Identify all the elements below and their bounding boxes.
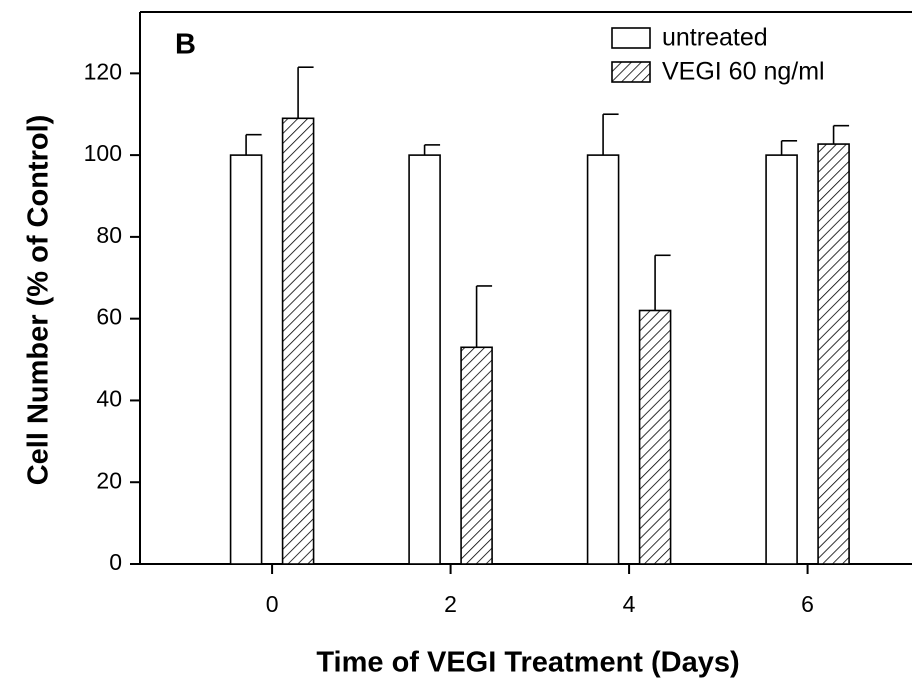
y-tick-label: 0 <box>109 549 122 575</box>
x-tick-label: 0 <box>266 591 279 617</box>
y-tick-label: 100 <box>84 140 122 166</box>
bar <box>229 154 263 565</box>
y-tick-label: 120 <box>84 58 122 84</box>
bar <box>408 154 441 565</box>
x-tick-label: 4 <box>623 591 636 617</box>
bar <box>460 346 493 565</box>
legend-label: VEGI 60 ng/ml <box>662 58 825 86</box>
y-tick-label: 60 <box>96 304 122 330</box>
bar <box>765 154 798 565</box>
x-axis-title: Time of VEGI Treatment (Days) <box>316 647 739 679</box>
y-tick-label: 80 <box>96 222 122 248</box>
y-tick-label: 40 <box>96 386 122 412</box>
bar <box>817 143 850 565</box>
bar <box>281 117 315 565</box>
y-axis-title: Cell Number (% of Control) <box>23 115 55 486</box>
x-tick-label: 6 <box>801 591 814 617</box>
x-tick-label: 2 <box>444 591 457 617</box>
legend-swatch <box>611 27 651 49</box>
legend-swatch <box>611 61 651 83</box>
bar <box>638 309 672 565</box>
bar <box>586 154 620 565</box>
y-tick-label: 20 <box>96 467 122 493</box>
panel-label: B <box>175 29 196 61</box>
legend-label: untreated <box>662 24 768 52</box>
